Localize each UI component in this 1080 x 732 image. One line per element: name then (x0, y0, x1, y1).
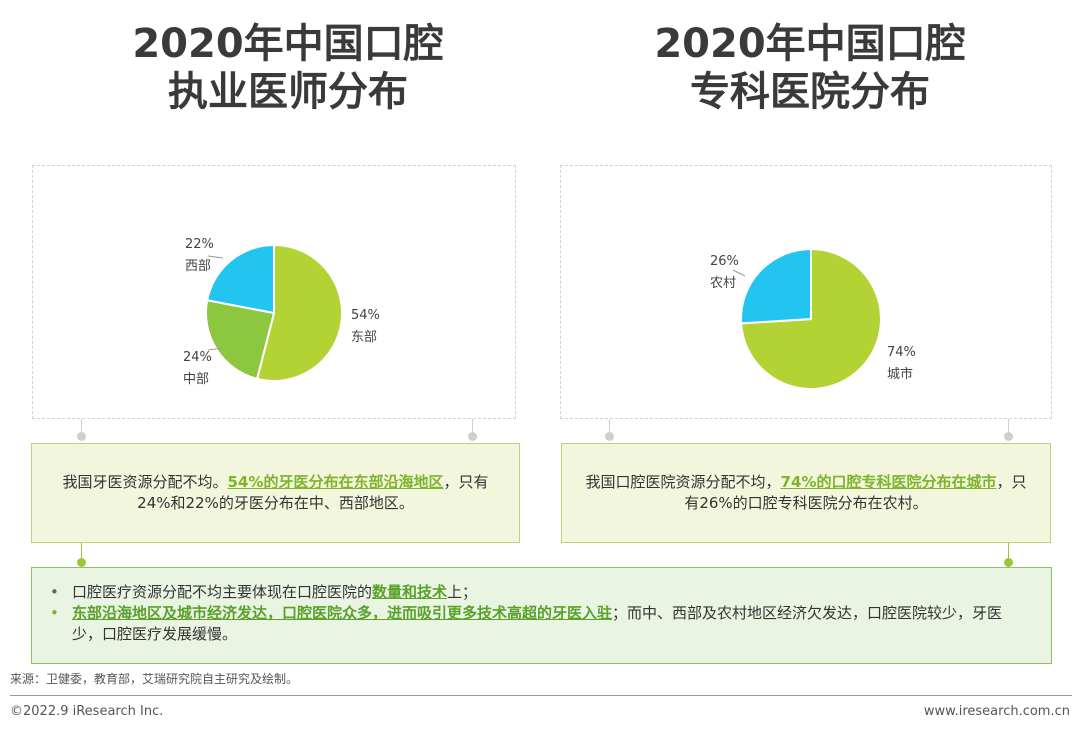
summary-item1-pre: 口腔医疗资源分配不均主要体现在口腔医院的 (72, 583, 373, 601)
data-label-value: 26% (710, 254, 739, 269)
data-label-value: 24% (183, 350, 212, 365)
right-note-pre: 我国口腔医院资源分配不均， (585, 473, 781, 491)
footer-divider (10, 695, 1072, 696)
connector-dot (605, 432, 614, 441)
data-label-value: 22% (185, 237, 214, 252)
connector-dot (1004, 558, 1013, 567)
bullet-icon: • (50, 583, 59, 601)
pie-slice-农村 (740, 247, 812, 325)
connector-line (472, 419, 473, 437)
data-label-value: 54% (351, 308, 380, 323)
data-label-value: 74% (887, 345, 916, 360)
right-chart-title: 2020年中国口腔 专科医院分布 (610, 20, 1010, 116)
connector-line (81, 419, 82, 437)
left-pie-chart: 54% 东部 24% 中部 22% 西部 (183, 237, 380, 387)
left-note-highlight: 54%的牙医分布在东部沿海地区 (227, 473, 444, 491)
right-pie-chart-panel: 74% 城市 26% 农村 (560, 165, 1052, 419)
website-link: www.iresearch.com.cn (923, 704, 1070, 719)
right-pie-chart: 74% 城市 26% 农村 (710, 247, 916, 390)
copyright: ©2022.9 iResearch Inc. (10, 704, 164, 719)
left-note-pre: 我国牙医资源分配不均。 (62, 473, 228, 491)
leader-line (732, 269, 746, 277)
connector-line (1008, 543, 1009, 563)
connector-dot (77, 432, 86, 441)
connector-line (1008, 419, 1009, 437)
right-note-text: 我国口腔医院资源分配不均，74%的口腔专科医院分布在城市，只有26%的口腔专科医… (580, 472, 1032, 514)
left-note-box: 我国牙医资源分配不均。54%的牙医分布在东部沿海地区，只有24%和22%的牙医分… (31, 443, 520, 543)
summary-item: • 东部沿海地区及城市经济发达，口腔医院众多，进而吸引更多技术高超的牙医入驻；而… (50, 603, 1031, 645)
summary-item: • 口腔医疗资源分配不均主要体现在口腔医院的数量和技术上； (50, 582, 1031, 603)
connector-line (81, 543, 82, 563)
summary-item-text: 口腔医疗资源分配不均主要体现在口腔医院的数量和技术上； (72, 582, 1031, 603)
left-note-post: ，只有24%和22%的牙医分布在中、西部地区。 (137, 473, 489, 512)
data-label-category: 中部 (183, 372, 209, 387)
pie-slice-西部 (206, 243, 275, 315)
summary-item-text: 东部沿海地区及城市经济发达，口腔医院众多，进而吸引更多技术高超的牙医入驻；而中、… (72, 603, 1031, 645)
right-title-line1: 2020年中国口腔 (654, 21, 966, 67)
leader-line (207, 255, 224, 259)
summary-box: • 口腔医疗资源分配不均主要体现在口腔医院的数量和技术上； • 东部沿海地区及城… (31, 567, 1052, 664)
left-chart-title: 2020年中国口腔 执业医师分布 (88, 20, 488, 116)
connector-dot (77, 558, 86, 567)
data-label-category: 东部 (351, 330, 377, 345)
pie-slice-东部 (255, 243, 343, 382)
right-note-box: 我国口腔医院资源分配不均，74%的口腔专科医院分布在城市，只有26%的口腔专科医… (561, 443, 1051, 543)
connector-line (609, 419, 610, 437)
left-title-line2: 执业医师分布 (168, 69, 408, 115)
right-note-post: ，只有26%的口腔专科医院分布在农村。 (684, 473, 1027, 512)
data-label-category: 农村 (710, 276, 736, 291)
summary-item2-post: ；而中、西部及农村地区经济欠发达，口腔医院较少，牙医少，口腔医疗发展缓慢。 (72, 604, 1003, 643)
left-title-line1: 2020年中国口腔 (132, 21, 444, 67)
right-title-line2: 专科医院分布 (690, 69, 930, 115)
pie-slice-中部 (205, 299, 276, 381)
summary-item1-highlight: 数量和技术 (372, 583, 448, 601)
bullet-icon: • (50, 604, 59, 622)
data-label-category: 西部 (185, 259, 211, 274)
right-note-highlight: 74%的口腔专科医院分布在城市 (780, 473, 997, 491)
connector-dot (468, 432, 477, 441)
summary-item1-post: 上； (447, 583, 478, 601)
summary-item2-highlight: 东部沿海地区及城市经济发达，口腔医院众多，进而吸引更多技术高超的牙医入驻 (72, 604, 613, 622)
connector-dot (1004, 432, 1013, 441)
left-note-text: 我国牙医资源分配不均。54%的牙医分布在东部沿海地区，只有24%和22%的牙医分… (50, 472, 501, 514)
left-pie-chart-panel: 54% 东部 24% 中部 22% 西部 (32, 165, 516, 419)
source-note: 来源：卫健委，教育部，艾瑞研究院自主研究及绘制。 (10, 672, 299, 686)
leader-line (207, 347, 224, 351)
data-label-category: 城市 (887, 366, 913, 382)
